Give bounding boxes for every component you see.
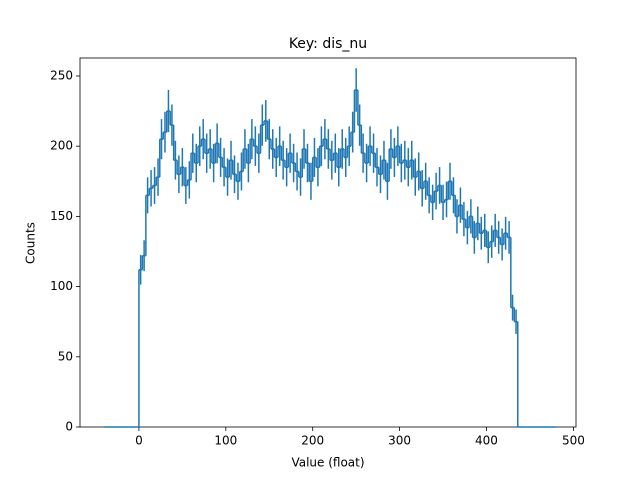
- y-tick-label: 200: [50, 139, 73, 153]
- x-axis-label: Value (float): [291, 456, 364, 470]
- y-axis-label: Counts: [24, 222, 38, 264]
- plot-frame: [79, 57, 577, 428]
- x-tick-label: 200: [301, 434, 324, 448]
- y-tick-label: 250: [50, 68, 73, 82]
- chart-title: Key: dis_nu: [289, 36, 367, 52]
- y-tick-label: 0: [65, 420, 73, 434]
- x-tick-label: 100: [214, 434, 237, 448]
- x-tick-label: 400: [475, 434, 498, 448]
- y-tick-label: 150: [50, 209, 73, 223]
- y-tick-label: 50: [58, 349, 73, 363]
- x-tick-label: 300: [388, 434, 411, 448]
- y-tick-label: 100: [50, 279, 73, 293]
- x-tick-label: 500: [562, 434, 585, 448]
- x-tick-label: 0: [135, 434, 143, 448]
